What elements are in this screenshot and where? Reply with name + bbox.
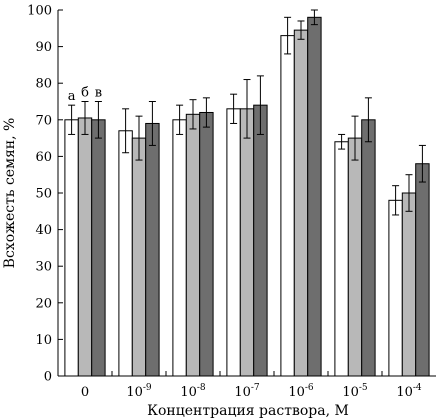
bar — [131, 137, 147, 377]
bar — [226, 108, 241, 377]
error-bars — [68, 9, 426, 216]
y-tick-label: 70 — [35, 113, 52, 128]
x-axis-title: Концентрация раствора, М — [147, 403, 349, 419]
y-tick-label: 20 — [35, 296, 52, 311]
bar — [185, 113, 201, 377]
x-tick-label: 10-6 — [288, 383, 314, 400]
bar — [388, 199, 403, 377]
bar — [91, 119, 106, 377]
series-label: в — [95, 86, 102, 101]
bar — [239, 108, 255, 377]
y-tick-label: 40 — [35, 223, 52, 238]
bar — [118, 130, 133, 377]
bar — [280, 35, 295, 377]
y-tick-label: 50 — [35, 187, 52, 202]
y-tick-label: 60 — [35, 150, 52, 165]
bar — [307, 16, 322, 377]
y-axis-title: Всхожесть семян, % — [2, 118, 18, 269]
x-tick-label: 10-7 — [234, 383, 260, 400]
bar — [199, 111, 214, 377]
bar — [347, 137, 363, 377]
y-tick-label: 80 — [35, 77, 52, 92]
x-tick-label: 10-9 — [126, 383, 152, 400]
y-tick-label: 90 — [35, 40, 52, 55]
bar — [145, 122, 160, 377]
x-tick-label: 10-4 — [396, 383, 422, 400]
y-axis: 0 10 20 30 40 50 60 70 80 90 100 — [27, 4, 63, 385]
bar — [172, 119, 187, 377]
bar — [415, 163, 430, 377]
bars — [64, 16, 430, 377]
bar — [253, 104, 268, 377]
bar — [334, 141, 349, 377]
bar — [293, 29, 309, 377]
series-label: а — [68, 89, 76, 104]
bar — [401, 192, 417, 377]
y-tick-label: 30 — [35, 260, 52, 275]
y-tick-label: 100 — [27, 4, 52, 19]
series-label: б — [81, 86, 89, 101]
bar — [64, 119, 79, 377]
x-tick-label: 0 — [81, 385, 89, 400]
bar — [361, 119, 376, 377]
x-tick-label: 10-5 — [342, 383, 368, 400]
y-tick-label: 10 — [35, 333, 52, 348]
y-tick-label: 0 — [44, 370, 52, 385]
x-tick-label: 10-8 — [180, 383, 206, 400]
bar — [77, 117, 93, 377]
